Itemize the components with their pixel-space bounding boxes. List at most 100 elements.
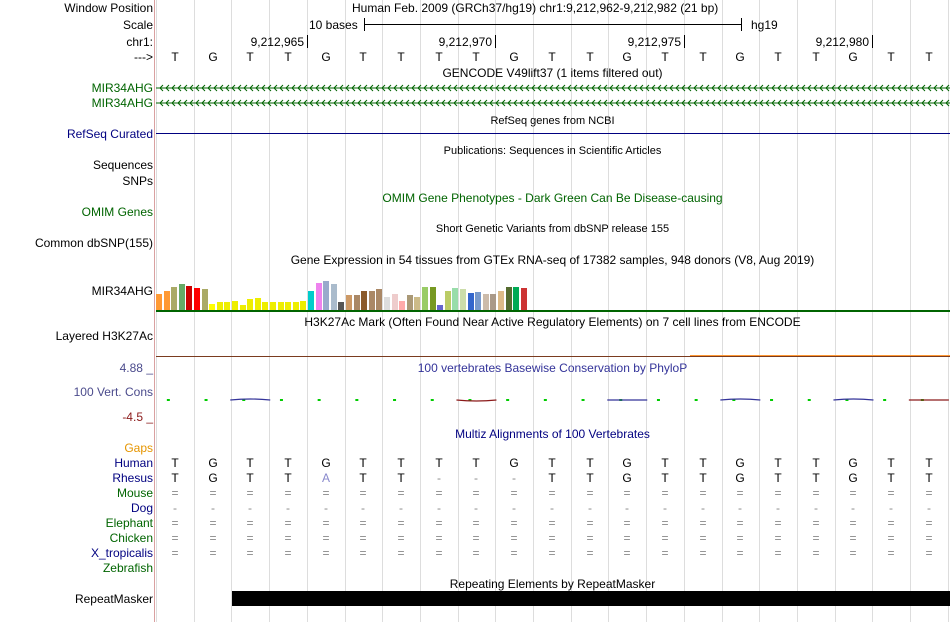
gtex-tissue-bar[interactable] (368, 291, 375, 310)
species-label[interactable]: Chicken (109, 531, 153, 545)
alignment-base: = (774, 546, 782, 560)
gtex-tissue-bar[interactable] (384, 297, 390, 310)
gtex-tissue-bar[interactable] (262, 302, 269, 310)
repeatmasker-label[interactable]: RepeatMasker (74, 592, 153, 606)
gtex-tissue-bar[interactable] (201, 289, 208, 310)
base-letter: T (284, 50, 292, 64)
gtex-tissue-bar[interactable] (156, 294, 162, 310)
gtex-tissue-bar[interactable] (247, 299, 254, 310)
gtex-tissue-bar[interactable] (163, 291, 170, 310)
gtex-gene-label[interactable]: MIR34AHG (91, 284, 153, 298)
gtex-tissue-bar[interactable] (232, 301, 238, 310)
gtex-tissue-bar[interactable] (194, 288, 200, 310)
gtex-tissue-bar[interactable] (391, 294, 398, 310)
gtex-tissue-bar[interactable] (323, 281, 330, 310)
alignment-base: = (246, 486, 254, 500)
alignment-base: - (588, 501, 592, 515)
publications-track-title[interactable]: Publications: Sequences in Scientific Ar… (443, 145, 662, 157)
phylop-label[interactable]: 100 Vert. Cons (73, 385, 153, 399)
alignment-base: = (586, 516, 594, 530)
gtex-tissue-bar[interactable] (376, 289, 383, 310)
gtex-tissue-bar[interactable] (209, 304, 216, 310)
species-label[interactable]: Elephant (105, 516, 153, 530)
refseq-label[interactable]: RefSeq Curated (66, 127, 153, 141)
gtex-tissue-bar[interactable] (490, 294, 497, 310)
gtex-expression-chart[interactable] (156, 268, 536, 310)
repeatmasker-feature[interactable] (232, 591, 950, 606)
gaps-label[interactable]: Gaps (124, 441, 153, 455)
gtex-tissue-bar[interactable] (178, 284, 185, 310)
gtex-tissue-bar[interactable] (452, 288, 459, 310)
gtex-tissue-bar[interactable] (186, 286, 193, 310)
h3k27ac-label[interactable]: Layered H3K27Ac (55, 329, 153, 343)
gtex-tissue-bar[interactable] (171, 287, 178, 310)
gtex-tissue-bar[interactable] (460, 289, 466, 310)
gencode-gene-label-1[interactable]: MIR34AHG (91, 81, 153, 95)
gtex-tissue-bar[interactable] (300, 301, 307, 310)
alignment-base: = (812, 486, 820, 500)
gtex-tissue-bar[interactable] (315, 283, 322, 310)
dbsnp-track-title[interactable]: Short Genetic Variants from dbSNP releas… (435, 223, 670, 235)
gtex-tissue-bar[interactable] (338, 302, 345, 310)
omim-label[interactable]: OMIM Genes (81, 205, 153, 219)
base-letter: T (472, 50, 480, 64)
refseq-track-title[interactable]: RefSeq genes from NCBI (490, 115, 615, 127)
h3k27ac-track-title[interactable]: H3K27Ac Mark (Often Found Near Active Re… (304, 315, 801, 329)
species-label[interactable]: Rhesus (112, 471, 153, 485)
gtex-tissue-bar[interactable] (482, 294, 489, 310)
gtex-tissue-bar[interactable] (520, 288, 527, 310)
gtex-tissue-bar[interactable] (239, 305, 246, 310)
alignment-base: = (322, 531, 330, 545)
gtex-tissue-bar[interactable] (361, 291, 368, 310)
species-label[interactable]: Zebrafish (102, 561, 153, 575)
alignment-base: = (774, 486, 782, 500)
gtex-tissue-bar[interactable] (330, 284, 337, 310)
species-label[interactable]: Human (114, 456, 153, 470)
repeatmasker-track-title[interactable]: Repeating Elements by RepeatMasker (449, 577, 656, 591)
alignment-base: T (887, 471, 895, 485)
alignment-base: T (435, 456, 443, 470)
gtex-tissue-bar[interactable] (285, 302, 292, 310)
gtex-tissue-bar[interactable] (224, 302, 231, 310)
sequences-label[interactable]: Sequences (92, 158, 153, 172)
gtex-tissue-bar[interactable] (429, 287, 436, 310)
omim-track-title[interactable]: OMIM Gene Phenotypes - Dark Green Can Be… (382, 191, 723, 205)
gtex-tissue-bar[interactable] (353, 295, 360, 310)
gtex-track-title[interactable]: Gene Expression in 54 tissues from GTEx … (290, 253, 815, 267)
gtex-tissue-bar[interactable] (277, 302, 284, 310)
species-label[interactable]: X_tropicalis (90, 546, 153, 560)
multiz-track-title[interactable]: Multiz Alignments of 100 Vertebrates (455, 427, 650, 441)
base-letter: T (774, 50, 782, 64)
gtex-tissue-bar[interactable] (513, 287, 520, 310)
gtex-tissue-bar[interactable] (422, 287, 428, 310)
alignment-base: - (550, 501, 554, 515)
alignment-base: = (849, 531, 857, 545)
species-label[interactable]: Mouse (116, 486, 153, 500)
gtex-tissue-bar[interactable] (444, 291, 451, 310)
gencode-gene-label-2[interactable]: MIR34AHG (91, 96, 153, 110)
gtex-tissue-bar[interactable] (346, 295, 352, 310)
gtex-tissue-bar[interactable] (505, 287, 512, 310)
gtex-tissue-bar[interactable] (414, 297, 421, 310)
gtex-tissue-bar[interactable] (216, 302, 223, 310)
gtex-tissue-bar[interactable] (406, 295, 413, 310)
gtex-tissue-bar[interactable] (308, 291, 314, 310)
species-label[interactable]: Dog (130, 501, 153, 515)
gencode-gene-feature-2[interactable] (156, 97, 950, 109)
phylop-track-title[interactable]: 100 vertebrates Basewise Conservation by… (417, 361, 688, 375)
gtex-tissue-bar[interactable] (292, 302, 299, 310)
refseq-gene-feature[interactable] (156, 133, 950, 134)
base-letter: G (321, 50, 331, 64)
gtex-tissue-bar[interactable] (467, 293, 474, 310)
gencode-track-title[interactable]: GENCODE V49lift37 (1 items filtered out) (442, 66, 663, 80)
gtex-tissue-bar[interactable] (437, 305, 444, 310)
phylop-conservation-plot[interactable] (156, 392, 950, 408)
snps-label[interactable]: SNPs (122, 174, 153, 188)
gtex-tissue-bar[interactable] (498, 291, 504, 310)
gtex-tissue-bar[interactable] (254, 298, 261, 310)
gtex-tissue-bar[interactable] (270, 302, 276, 310)
gtex-tissue-bar[interactable] (475, 292, 482, 310)
gencode-gene-feature-1[interactable] (156, 82, 950, 94)
dbsnp-label[interactable]: Common dbSNP(155) (34, 236, 153, 250)
gtex-tissue-bar[interactable] (399, 301, 406, 310)
